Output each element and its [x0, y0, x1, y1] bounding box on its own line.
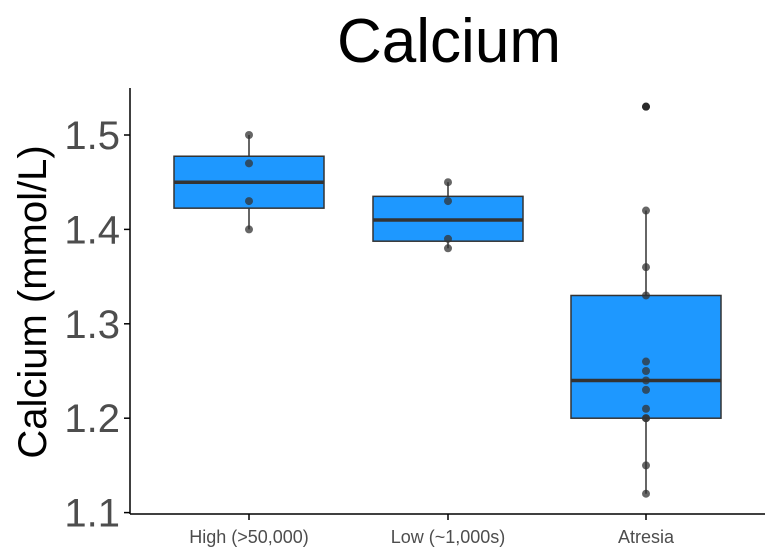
y-tick-label: 1.3 — [64, 303, 120, 347]
y-tick-label: 1.1 — [64, 492, 120, 536]
y-axis-label: Calcium (mmol/L) — [11, 145, 55, 458]
box-group — [372, 178, 524, 253]
box-group — [173, 131, 325, 234]
data-point — [642, 291, 650, 300]
data-point — [245, 159, 253, 168]
y-tick-label: 1.2 — [64, 397, 120, 441]
data-point — [642, 357, 650, 366]
data-point — [642, 404, 650, 413]
data-point — [642, 385, 650, 394]
data-point — [642, 489, 650, 498]
data-point — [642, 102, 650, 111]
data-point — [444, 197, 452, 206]
data-point — [444, 244, 452, 253]
data-point — [245, 197, 253, 206]
x-tick-label: Atresia — [618, 527, 675, 547]
y-tick-label: 1.4 — [64, 208, 120, 252]
iqr-box — [570, 294, 722, 419]
data-point — [245, 131, 253, 139]
data-point — [642, 461, 650, 470]
x-tick-label: High (>50,000) — [189, 527, 309, 547]
data-point — [245, 225, 253, 234]
data-point — [642, 414, 650, 423]
chart-title: Calcium — [337, 7, 561, 76]
data-point — [642, 376, 650, 385]
plot-area — [173, 102, 722, 498]
box-group — [570, 102, 722, 498]
data-point — [444, 234, 452, 243]
data-point — [642, 367, 650, 375]
x-tick-label: Low (~1,000s) — [391, 527, 506, 547]
data-point — [642, 206, 650, 215]
y-tick-label: 1.5 — [64, 114, 120, 158]
data-point — [642, 263, 650, 272]
data-point — [444, 178, 452, 187]
